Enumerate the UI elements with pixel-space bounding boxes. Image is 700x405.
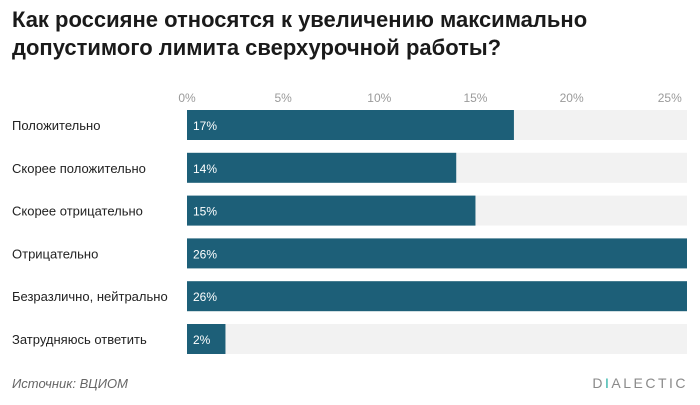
bar [187, 238, 687, 269]
x-tick-label: 5% [274, 91, 292, 105]
x-tick-label: 10% [367, 91, 391, 105]
category-label: Скорее положительно [12, 161, 146, 176]
category-label: Отрицательно [12, 246, 98, 261]
category-label: Скорее отрицательно [12, 204, 143, 219]
bar [187, 195, 476, 226]
bar [187, 281, 687, 312]
data-label: 26% [193, 247, 217, 261]
category-label: Затрудняюсь ответить [12, 332, 147, 347]
logo-accent: I [604, 375, 612, 391]
bar-track [187, 324, 687, 354]
bar [187, 110, 514, 140]
bar [187, 152, 457, 183]
x-tick-label: 0% [178, 91, 196, 105]
dialectic-logo: DIALECTIC [592, 375, 688, 391]
source-note: Источник: ВЦИОМ [12, 376, 128, 391]
x-tick-label: 20% [560, 91, 584, 105]
category-label: Положительно [12, 118, 100, 133]
category-label: Безразлично, нейтрально [12, 289, 168, 304]
data-label: 14% [193, 162, 217, 176]
x-tick-label: 25% [658, 91, 682, 105]
data-label: 15% [193, 205, 217, 219]
logo-part: ALECTIC [611, 375, 688, 391]
chart-title: Как россияне относятся к увеличению макс… [12, 7, 588, 60]
data-label: 2% [193, 333, 211, 347]
data-label: 26% [193, 290, 217, 304]
data-label: 17% [193, 119, 217, 133]
logo-part: D [592, 375, 605, 391]
x-tick-label: 15% [463, 91, 487, 105]
bar [187, 324, 226, 354]
